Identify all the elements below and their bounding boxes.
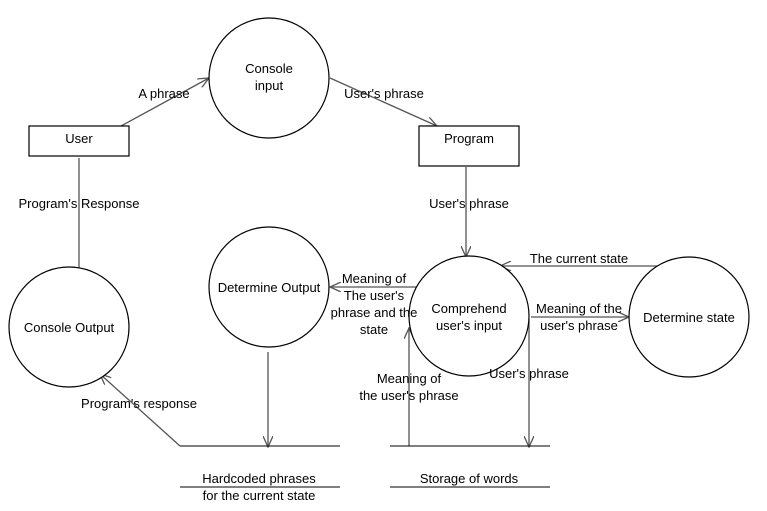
flow-label-programs-response-low: Program's response: [81, 396, 197, 411]
process-determine-output: Determine Output: [208, 226, 330, 348]
entity-program: Program: [418, 125, 520, 167]
flow-label-programs-response-up: Program's Response: [19, 196, 140, 211]
flow-user-to-console-input: [120, 78, 209, 127]
entity-user: User: [28, 125, 130, 157]
flow-label-meaning-to-state: Meaning of the user's phrase: [536, 301, 622, 333]
process-comprehend-label-2: user's input: [436, 318, 502, 333]
flow-label-meaning-store-1: Meaning of: [377, 371, 442, 386]
process-console-input-label-2: input: [255, 78, 284, 93]
flow-label-meaning-from-store: Meaning of the user's phrase: [359, 371, 458, 403]
flow-label-meaning-output-1: Meaning of: [342, 271, 407, 286]
flow-console-input-to-program: [329, 77, 437, 126]
process-console-input: Console input: [208, 17, 330, 139]
process-determine-output-label: Determine Output: [218, 280, 321, 295]
store-label-hardcoded-1: Hardcoded phrases: [202, 471, 316, 486]
flow-label-users-phrase-top: User's phrase: [344, 86, 424, 101]
entity-user-label: User: [65, 131, 93, 146]
process-determine-state: Determine state: [628, 256, 750, 378]
flow-label-meaning-output-3: phrase and the: [331, 305, 418, 320]
flow-label-a-phrase: A phrase: [138, 86, 189, 101]
flow-label-current-state: The current state: [530, 251, 628, 266]
entity-program-label: Program: [444, 131, 494, 146]
flow-label-users-phrase-store: User's phrase: [489, 366, 569, 381]
flow-label-meaning-state-2: user's phrase: [540, 318, 618, 333]
flow-hardcoded-store-to-console-output: [100, 374, 181, 447]
process-console-output-label: Console Output: [24, 320, 115, 335]
flow-label-meaning-state-1: Meaning of the: [536, 301, 622, 316]
flow-label-meaning-store-2: the user's phrase: [359, 388, 458, 403]
data-store-storage-of-words: Storage of words: [390, 445, 550, 488]
store-label-hardcoded-2: for the current state: [203, 488, 316, 503]
flow-label-users-phrase-mid: User's phrase: [429, 196, 509, 211]
process-comprehend-input: Comprehend user's input: [408, 255, 530, 377]
data-store-hardcoded-phrases: Hardcoded phrases for the current state: [180, 445, 340, 503]
flow-label-meaning-output-4: state: [360, 322, 388, 337]
flow-label-meaning-output-2: The user's: [344, 288, 405, 303]
process-console-input-label-1: Console: [245, 61, 293, 76]
flow-label-meaning-to-output: Meaning of The user's phrase and the sta…: [331, 271, 418, 337]
process-console-output: Console Output: [8, 266, 130, 388]
process-determine-state-label: Determine state: [643, 310, 735, 325]
store-label-words: Storage of words: [420, 471, 519, 486]
process-comprehend-label-1: Comprehend: [431, 301, 506, 316]
